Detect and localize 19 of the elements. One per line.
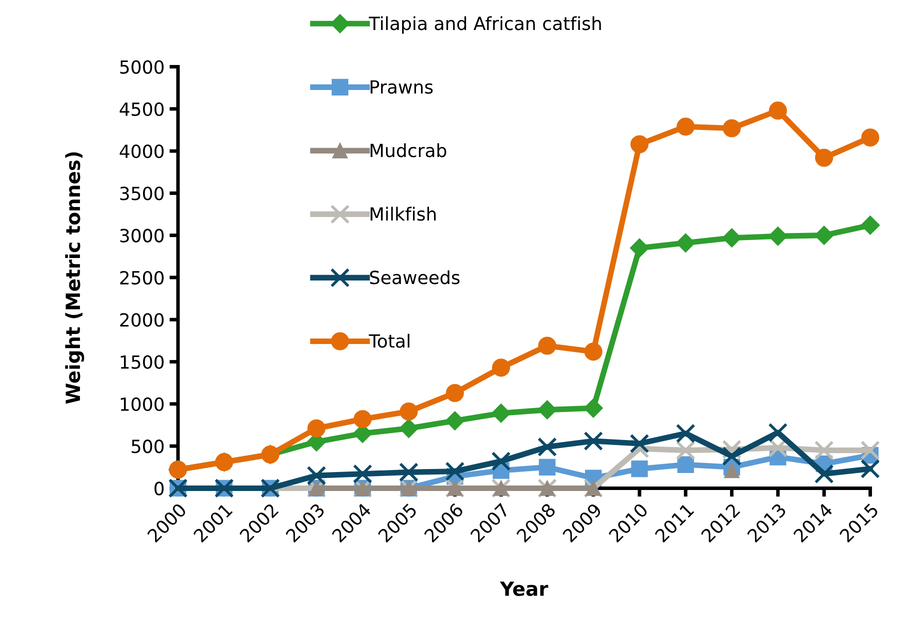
- y-tick-label: 0: [154, 482, 164, 496]
- y-tick-label: 2500: [120, 270, 164, 285]
- y-tick-label: 3500: [120, 186, 164, 200]
- y-tick-label: 4000: [120, 144, 164, 158]
- legend-label: Seaweeds: [370, 270, 460, 284]
- x-axis-title: Year: [500, 582, 548, 596]
- y-tick-label: 500: [132, 440, 164, 454]
- y-tick-label: 1000: [120, 397, 164, 412]
- y-tick-label: 3000: [120, 228, 164, 242]
- legend-label: Mudcrab: [370, 143, 446, 158]
- y-axis-title: Weight (Metric tonnes): [65, 152, 84, 404]
- legend-label: Milkfish: [370, 206, 436, 221]
- legend-label: Total: [368, 334, 410, 348]
- y-tick-label: 5000: [120, 60, 164, 74]
- legend-label: Tilapia and African catfish: [368, 16, 601, 34]
- y-tick-label: 1500: [120, 355, 164, 369]
- y-tick-label: 2000: [120, 313, 164, 327]
- y-tick-label: 4500: [120, 102, 164, 116]
- legend-label: Prawns: [370, 80, 433, 94]
